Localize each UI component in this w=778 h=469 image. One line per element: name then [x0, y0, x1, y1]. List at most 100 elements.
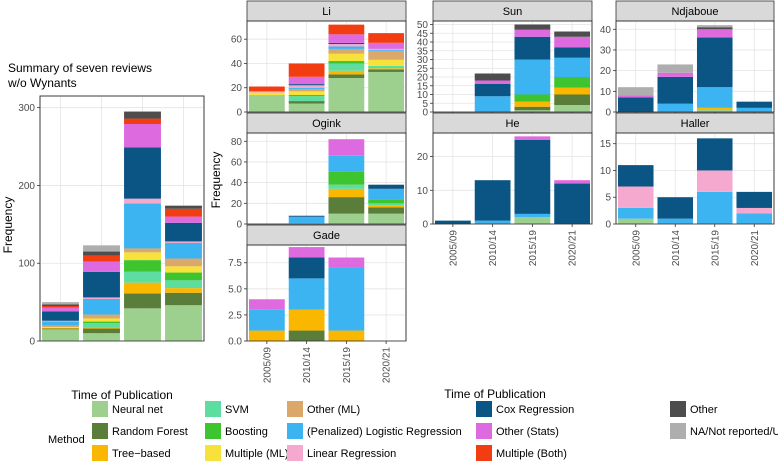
bar-other-stats-2020-21 [368, 42, 405, 49]
chart-title-line: Summary of seven reviews [8, 61, 152, 75]
panel-li: Li 0 20 40 60 [231, 0, 407, 119]
bar-random-forest-2015-19 [124, 293, 161, 309]
bar-neural-net-2010-14 [288, 222, 325, 224]
legend-label-multiple-ml: Multiple (ML) [225, 448, 289, 460]
y-tick-label: 30 [600, 45, 612, 56]
bar-penalized-logistic-regression-2010-14 [288, 87, 325, 89]
y-tick-label: 40 [600, 25, 612, 36]
bar-penalized-logistic-regression-2010-14 [657, 103, 694, 112]
bar-tree-based-2010-14 [83, 327, 120, 329]
bar-boosting-2015-19 [124, 260, 161, 272]
bar-multiple-ml-2010-14 [288, 91, 325, 96]
bar-cox-regression-2020-21 [368, 184, 405, 189]
bar-penalized-logistic-regression-2010-14 [288, 278, 325, 310]
y-tick-label: 80 [231, 137, 243, 148]
chart-title-line: w/o Wynants [7, 76, 77, 90]
legend-label-penalized-logistic-regression: (Penalized) Logistic Regression [307, 426, 462, 438]
bar-penalized-logistic-regression-2015-19 [124, 203, 161, 249]
legend-label-multiple-both: Multiple (Both) [496, 448, 567, 460]
x-tick-label: 2020/21 [568, 230, 579, 267]
bar-multiple-both-2005-09 [42, 306, 79, 308]
plot-border [432, 20, 593, 113]
plot-border [615, 132, 775, 225]
bar-multiple-ml-2020-21 [165, 266, 202, 273]
bar-other-stats-2015-19 [696, 29, 733, 38]
bar-multiple-both-2015-19 [124, 118, 161, 124]
y-tick-label: 15 [417, 81, 429, 92]
bar-svm-2020-21 [368, 203, 405, 206]
bar-other-stats-2010-14 [288, 247, 325, 258]
bar-boosting-2015-19 [514, 94, 551, 102]
y-tick-label: 0 [605, 220, 611, 231]
bar-random-forest-2020-21 [368, 207, 405, 214]
bar-cox-regression-2020-21 [736, 101, 773, 108]
bar-penalized-logistic-regression-2015-19 [514, 59, 551, 95]
bar-linear-regression-2015-19 [124, 198, 161, 204]
bar-penalized-logistic-regression-2015-19 [696, 191, 733, 224]
bar-neural-net-2020-21 [368, 213, 405, 224]
bar-penalized-logistic-regression-2020-21 [368, 188, 405, 200]
bar-boosting-2015-19 [328, 61, 365, 64]
x-tick-label: 2020/21 [382, 347, 393, 384]
bar-multiple-both-2005-09 [248, 86, 285, 92]
bar-cox-regression-2010-14 [83, 271, 120, 298]
bar-linear-regression-2015-19 [328, 44, 365, 47]
bar-cox-regression-2010-14 [474, 84, 511, 97]
bar-random-forest-2010-14 [83, 328, 120, 334]
bar-tree-based-2020-21 [368, 68, 405, 70]
bar-multiple-ml-2010-14 [83, 318, 120, 322]
legend-label-svm: SVM [225, 404, 249, 416]
bar-svm-2020-21 [368, 65, 405, 69]
y-tick-label: 10 [600, 87, 612, 98]
bar-tree-based-2020-21 [165, 288, 202, 293]
bar-other-stats-2005-09 [617, 95, 654, 98]
legend-title: Method [48, 434, 85, 446]
facet-y-axis-label: Frequency [209, 152, 223, 209]
bar-neural-net-2005-09 [617, 218, 654, 224]
y-tick-label: 20 [231, 199, 243, 210]
y-tick-label: 10 [417, 90, 429, 101]
bar-multiple-ml-2005-09 [42, 327, 79, 328]
bar-neural-net-2015-19 [514, 110, 551, 112]
bar-penalized-logistic-regression-2015-19 [328, 267, 365, 331]
bar-penalized-logistic-regression-2010-14 [474, 96, 511, 112]
legend-swatch-random-forest [92, 423, 108, 439]
bar-linear-regression-2020-21 [165, 241, 202, 243]
bar-cox-regression-2015-19 [696, 37, 733, 88]
facet-title: Ndjaboue [671, 6, 718, 18]
y-tick-label: 0 [605, 108, 611, 119]
y-tick-label: 40 [417, 38, 429, 49]
y-tick-label: 30 [417, 55, 429, 66]
legend-label-na-not-reported-unclear: NA/Not reported/Unclear [690, 426, 778, 438]
bar-cox-regression-2005-09 [617, 97, 654, 112]
legend-label-other-stats: Other (Stats) [496, 426, 559, 438]
bar-neural-net-2005-09 [42, 329, 79, 341]
bar-penalized-logistic-regression-2020-21 [736, 107, 773, 112]
plot-border [432, 132, 593, 225]
bar-other-stats-2015-19 [328, 139, 365, 156]
bar-neural-net-2010-14 [288, 103, 325, 112]
bar-tree-based-2020-21 [368, 205, 405, 208]
bar-na-not-reported-unclear-2010-14 [83, 245, 120, 252]
bar-neural-net-2015-19 [124, 308, 161, 341]
panel-summary-of-seven-reviews: Summary of seven reviews w/o Wynants 0 100… [7, 61, 205, 348]
y-tick-label: 10 [600, 166, 612, 177]
x-tick-label: 2005/09 [631, 230, 642, 267]
bar-svm-2010-14 [83, 323, 120, 327]
bar-other-stats-2010-14 [657, 72, 694, 77]
bar-random-forest-2010-14 [288, 101, 325, 104]
bar-multiple-both-2010-14 [83, 255, 120, 262]
plot-border [246, 244, 407, 342]
x-tick-label: 2010/14 [302, 347, 313, 384]
bar-other-stats-2015-19 [328, 257, 365, 268]
bar-tree-based-2015-19 [514, 101, 551, 107]
y-tick-label: 20 [231, 83, 243, 94]
y-tick-label: 0 [29, 337, 35, 348]
bar-svm-2015-19 [328, 184, 365, 189]
bar-linear-regression-2010-14 [288, 85, 325, 88]
x-tick-label: 2020/21 [750, 230, 761, 267]
bar-svm-2015-19 [124, 271, 161, 283]
legend: Method Neural net Random Forest Tree−based… [48, 401, 778, 461]
bar-penalized-logistic-regression-2015-19 [514, 213, 551, 218]
